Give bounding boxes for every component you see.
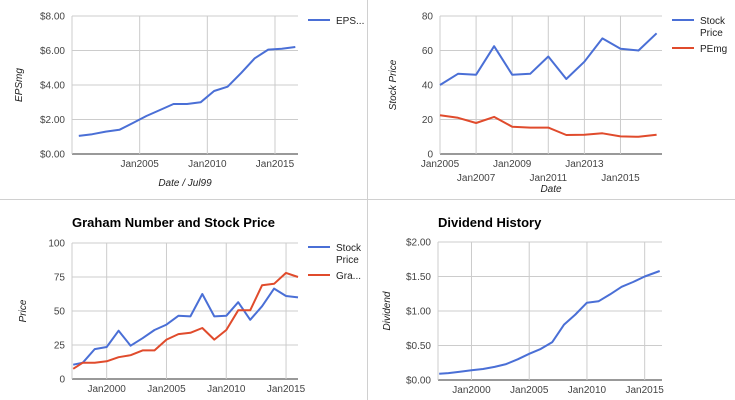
dividend-chart-panel: Dividend History $0.00 $0.50 $1.00 $1.50 $2.0… <box>368 200 735 400</box>
y-tick-label: $8.00 <box>40 12 65 23</box>
y-axis-title: Stock Price <box>388 59 399 110</box>
x-tick-label: Jan2000 <box>87 384 126 395</box>
x-tick-label: Jan2011 <box>529 173 567 184</box>
legend-label: EPS... <box>336 16 364 27</box>
legend-label: PEmg <box>700 44 727 55</box>
x-tick-label: Jan2010 <box>207 384 246 395</box>
x-tick-label: Jan2000 <box>452 385 491 396</box>
y-tick-label: $2.00 <box>406 238 431 249</box>
legend-label: Gra... <box>336 271 361 282</box>
y-tick-label: 60 <box>422 46 434 57</box>
graham-chart-panel: Graham Number and Stock Price 0 25 50 75 100 J… <box>0 200 367 400</box>
chart-title: Dividend History <box>438 215 542 230</box>
series-line-1 <box>78 46 296 137</box>
y-axis-title: EPSmg <box>14 68 25 102</box>
y-tick-label: 80 <box>422 12 434 23</box>
series-line-1 <box>439 270 661 375</box>
y-tick-label: $1.00 <box>406 307 431 318</box>
x-tick-label: Jan2009 <box>493 159 532 170</box>
y-tick-label: 75 <box>54 273 66 284</box>
y-tick-label: 0 <box>427 150 433 161</box>
x-tick-label: Jan2010 <box>188 159 227 170</box>
y-tick-label: 100 <box>48 239 65 250</box>
series-line-1 <box>439 32 658 86</box>
panel-divider-vertical <box>367 0 368 400</box>
x-tick-label: Jan2010 <box>568 385 607 396</box>
stock-price-pe-chart: 0 20 40 60 80 Jan2005 Jan2007 Jan2009 Jan2011 Jan… <box>388 12 727 196</box>
eps-chart-panel: $0.00 $2.00 $4.00 $6.00 $8.00 Jan2005 Jan2010 J… <box>0 0 367 199</box>
y-axis-title: Price <box>18 299 29 322</box>
x-axis-title: Date / Jul99 <box>158 178 212 189</box>
x-tick-label: Jan2005 <box>421 159 460 170</box>
legend-label: Stock Price <box>336 243 362 266</box>
y-tick-label: $0.00 <box>406 376 431 387</box>
x-axis-title: Date <box>540 184 562 195</box>
y-tick-label: $4.00 <box>40 81 65 92</box>
x-tick-label: Jan2015 <box>267 384 306 395</box>
x-tick-label: Jan2005 <box>147 384 186 395</box>
y-axis-title: Dividend <box>382 291 393 330</box>
series-line-2 <box>439 114 657 138</box>
y-tick-label: $0.50 <box>406 341 431 352</box>
dividend-history-chart: Dividend History $0.00 $0.50 $1.00 $1.50 $2.0… <box>382 215 664 396</box>
x-tick-label: Jan2015 <box>625 385 664 396</box>
x-tick-label: Jan2015 <box>256 159 295 170</box>
y-tick-label: 25 <box>54 341 66 352</box>
series-line-2 <box>72 271 299 370</box>
stock-pe-chart-panel: 0 20 40 60 80 Jan2005 Jan2007 Jan2009 Jan2011 Jan… <box>368 0 735 199</box>
y-tick-label: 0 <box>59 375 65 386</box>
y-tick-label: 40 <box>422 81 434 92</box>
y-tick-label: $0.00 <box>40 150 65 161</box>
eps-chart: $0.00 $2.00 $4.00 $6.00 $8.00 Jan2005 Jan2010 J… <box>14 12 364 190</box>
x-tick-label: Jan2005 <box>120 159 159 170</box>
y-tick-label: $1.50 <box>406 272 431 283</box>
x-tick-label: Jan2007 <box>457 173 496 184</box>
panel-divider-horizontal <box>0 199 735 200</box>
series-line-1 <box>72 287 299 366</box>
chart-title: Graham Number and Stock Price <box>72 215 275 230</box>
y-tick-label: $2.00 <box>40 115 65 126</box>
legend-label: Stock Price <box>700 16 726 39</box>
x-tick-label: Jan2015 <box>601 173 640 184</box>
y-tick-label: $6.00 <box>40 46 65 57</box>
x-tick-label: Jan2005 <box>510 385 549 396</box>
y-tick-label: 20 <box>422 115 434 126</box>
y-tick-label: 50 <box>54 307 66 318</box>
graham-number-chart: Graham Number and Stock Price 0 25 50 75 100 J… <box>18 215 362 395</box>
x-tick-label: Jan2013 <box>565 159 604 170</box>
